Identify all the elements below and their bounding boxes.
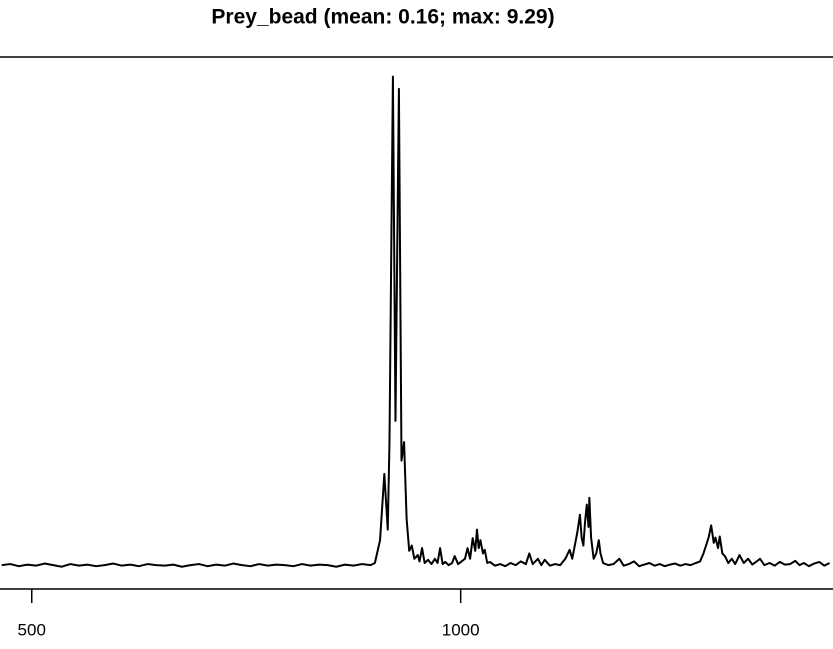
chart-title: Prey_bead (mean: 0.16; max: 9.29) [211,6,554,29]
x-tick-label: 500 [18,620,46,639]
data-line [1,75,831,568]
x-tick-label: 1000 [442,620,480,639]
